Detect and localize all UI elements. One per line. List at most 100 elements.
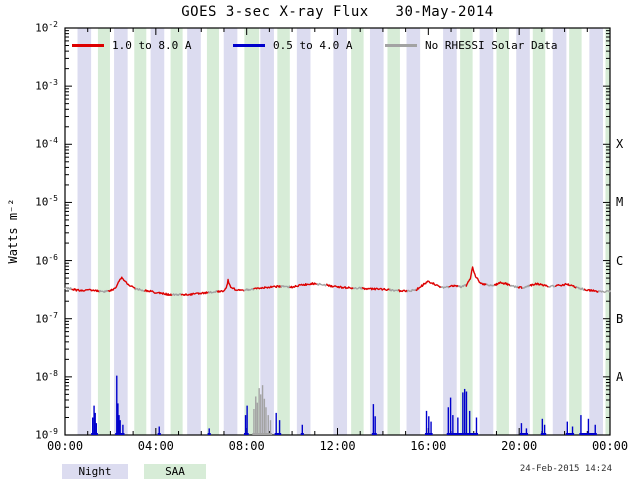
xray-trace-nodata-segment [457,283,467,289]
y-tick-label: 10-2 [35,20,58,35]
night-band [187,28,201,435]
xray-trace-long-channel [289,282,318,289]
xray-trace-long-channel [517,286,524,290]
y-tick-label: 10-7 [35,310,58,326]
xray-trace-long-channel [326,283,355,290]
plot-frame [64,27,611,436]
saa-band [277,28,290,435]
legend-item-goes-long-channel: 1.0 to 8.0 A [72,39,191,52]
night-band [406,28,421,435]
xray-trace-long-channel [465,266,488,287]
xray-trace-long-channel [216,278,246,293]
x-tick-label: 00:00 [591,439,629,453]
night-band [260,28,274,435]
night-band [589,28,603,435]
legend-line-blue [233,44,265,47]
saa-band [569,28,582,435]
y-axis-title: Watts m⁻² [6,198,20,264]
flare-class-label: A [616,369,624,384]
x-tick-label: 20:00 [501,439,538,453]
saa-band [351,28,364,435]
xray-trace-long-channel [144,289,173,297]
xray-trace-nodata-segment [521,284,531,289]
xray-trace-nodata-segment [598,290,611,294]
night-band [77,28,92,435]
xray-trace-long-channel [107,276,137,293]
saa-band [134,28,147,435]
night-band [479,28,494,435]
legend-item-goes-short-channel: 0.5 to 4.0 A [233,39,352,52]
x-tick-label: 08:00 [228,439,265,453]
legend-line-gray [385,44,417,47]
xray-trace-nodata-segment [575,285,586,291]
saa-band [170,28,183,435]
y-tick-label: 10-5 [35,194,58,210]
saa-band [605,28,610,435]
night-band [223,28,238,435]
xray-trace-long-channel [529,282,550,288]
y-tick-label: 10-3 [35,78,58,93]
x-tick-label: 00:00 [46,439,84,453]
night-band [443,28,457,435]
saa-band [244,28,260,435]
night-band-legend: Night [62,464,128,479]
y-tick-label: 10-9 [35,427,58,442]
legend-label-goes-short: 0.5 to 4.0 A [273,39,353,52]
y-tick-label: 10-4 [35,136,58,151]
x-tick-label: 16:00 [410,439,447,453]
y-tick-label: 10-6 [35,252,58,268]
xray-trace-long-channel [71,288,101,293]
xray-trace-nodata-segment [548,284,557,288]
night-band [516,28,530,435]
legend-line-red [72,44,104,47]
y-tick-label: 10-8 [35,368,58,384]
xray-trace-nodata-segment [440,285,450,289]
saa-band [97,28,110,435]
xray-trace-nodata-segment [406,288,417,293]
saa-band [496,28,509,435]
xray-trace-nodata-segment [243,287,255,292]
saa-band [532,28,546,435]
saa-band [387,28,400,435]
xray-trace-long-channel [361,287,391,292]
saa-band [460,28,473,435]
xray-trace-nodata-segment [509,284,520,289]
chart-title: GOES 3-sec X-ray Flux 30-May-2014 [181,4,494,20]
xray-trace-nodata-segment [171,293,183,297]
xray-trace-nodata-segment [486,283,496,287]
night-band [150,28,165,435]
night-band [552,28,567,435]
x-tick-label: 04:00 [137,439,174,453]
plot-creation-timestamp: 24-Feb-2015 14:24 [519,464,612,474]
xray-trace-long-channel [555,282,578,289]
flare-class-label: X [616,137,624,152]
night-band [333,28,348,435]
xray-trace-nodata-segment [316,282,328,287]
xray-trace-long-channel [180,291,210,296]
xray-trace-nodata-segment [98,289,110,293]
night-band [369,28,384,435]
legend-item-no-rhessi-data: No RHESSI Solar Data [385,39,557,52]
flare-class-label: B [616,311,624,326]
legend-label-goes-long: 1.0 to 8.0 A [112,39,192,52]
legend-label-no-rhessi: No RHESSI Solar Data [425,39,558,52]
xray-trace-long-channel [493,281,512,287]
xray-trace-long-channel [448,284,460,288]
flare-class-label: C [616,253,624,268]
saa-band-legend: SAA [144,464,206,479]
xray-trace-nodata-segment [389,288,400,292]
xray-trace-nodata-segment [134,287,146,292]
xray-trace-long-channel [415,280,443,292]
xray-trace-long-channel [398,289,409,293]
saa-band [206,28,219,435]
xray-trace-nodata-segment [280,285,291,289]
flare-class-label: M [616,195,624,210]
x-tick-label: 12:00 [319,439,356,453]
xray-trace-long-channel [583,288,600,293]
night-band [114,28,128,435]
night-band [296,28,311,435]
xray-trace-nodata-segment [64,286,73,291]
xray-trace-nodata-segment [352,286,364,290]
